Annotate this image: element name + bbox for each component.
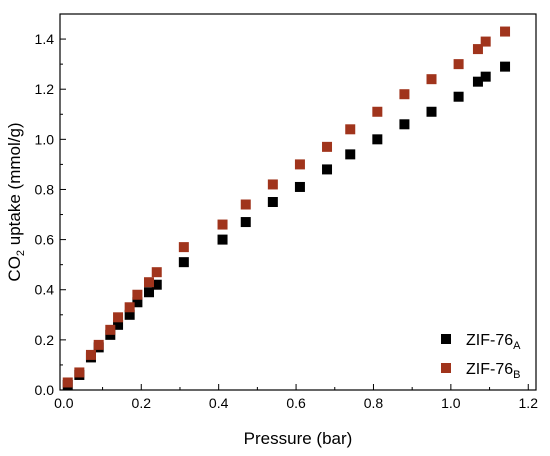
data-point <box>480 71 491 82</box>
data-point <box>240 217 251 228</box>
data-point <box>124 309 135 320</box>
data-point <box>217 219 228 230</box>
data-point <box>151 267 162 278</box>
data-point <box>472 76 483 87</box>
data-point <box>144 277 155 288</box>
legend-label-name: ZIF-76 <box>466 332 513 349</box>
data-point <box>240 199 251 210</box>
data-point <box>294 159 305 170</box>
data-point <box>372 106 383 117</box>
data-point <box>74 367 85 378</box>
data-point <box>322 141 333 152</box>
data-point <box>113 319 124 330</box>
data-point <box>500 26 511 37</box>
y-tick-label: 0.6 <box>35 232 55 248</box>
data-point <box>144 287 155 298</box>
data-point <box>132 289 143 300</box>
y-tick-label: 0.8 <box>35 181 55 197</box>
data-point <box>124 302 135 313</box>
x-tick-label: 0.4 <box>209 395 229 411</box>
x-tick-label: 1.2 <box>519 395 539 411</box>
data-point <box>294 181 305 192</box>
data-point <box>472 44 483 55</box>
data-point <box>399 119 410 130</box>
data-point <box>500 61 511 72</box>
data-point <box>217 234 228 245</box>
y-tick-label: 1.2 <box>35 81 55 97</box>
legend-label: ZIF-76A <box>466 332 521 352</box>
legend-marker <box>441 363 451 373</box>
data-point <box>267 179 278 190</box>
legend-label-subscript: B <box>513 369 520 381</box>
data-point <box>453 59 464 70</box>
data-point <box>178 242 189 253</box>
plot-frame <box>59 13 537 391</box>
data-point <box>399 89 410 100</box>
data-point <box>178 257 189 268</box>
y-axis-title-main: CO <box>5 256 24 282</box>
data-point <box>85 349 96 360</box>
data-point <box>267 197 278 207</box>
x-tick-label: 0.0 <box>54 395 74 411</box>
data-point <box>426 106 437 117</box>
legend-label-name: ZIF-76 <box>466 361 513 378</box>
y-tick-label: 0.2 <box>35 332 55 348</box>
data-point <box>151 279 162 290</box>
data-point <box>105 324 116 335</box>
y-tick-label: 0.0 <box>35 382 55 398</box>
y-tick-label: 0.4 <box>35 282 55 298</box>
data-point <box>322 164 333 175</box>
y-axis-title: CO2 uptake (mmol/g) <box>5 122 27 281</box>
data-point <box>453 91 464 102</box>
x-tick-label: 0.2 <box>132 395 152 411</box>
x-tick-label: 0.6 <box>286 395 306 411</box>
data-point <box>113 312 124 323</box>
x-tick-label: 1.0 <box>441 395 461 411</box>
data-point <box>345 149 356 160</box>
legend-label: ZIF-76B <box>466 361 520 381</box>
y-axis-title-rest: uptake (mmol/g) <box>5 122 24 250</box>
x-tick-label: 0.8 <box>364 395 384 411</box>
x-axis-title: Pressure (bar) <box>244 429 353 448</box>
y-tick-label: 1.4 <box>35 31 55 47</box>
data-point <box>132 297 143 308</box>
axes: 0.0 0.2 0.4 0.6 0.8 1.0 1.2 0.0 0.2 0.4 0.6 0.8 1.0 1… <box>35 13 539 411</box>
data-point <box>93 339 104 350</box>
y-axis-title-subscript: 2 <box>15 250 27 256</box>
y-tick-label: 1.0 <box>35 131 55 147</box>
data-point <box>480 36 491 47</box>
series-layer <box>62 26 511 390</box>
data-point <box>62 377 73 388</box>
data-point <box>345 124 356 135</box>
data-point <box>372 134 383 145</box>
data-point <box>105 329 116 340</box>
legend-marker <box>441 334 451 344</box>
data-point <box>426 74 437 85</box>
series-zif-76-b <box>62 26 511 388</box>
legend-label-subscript: A <box>513 340 521 352</box>
